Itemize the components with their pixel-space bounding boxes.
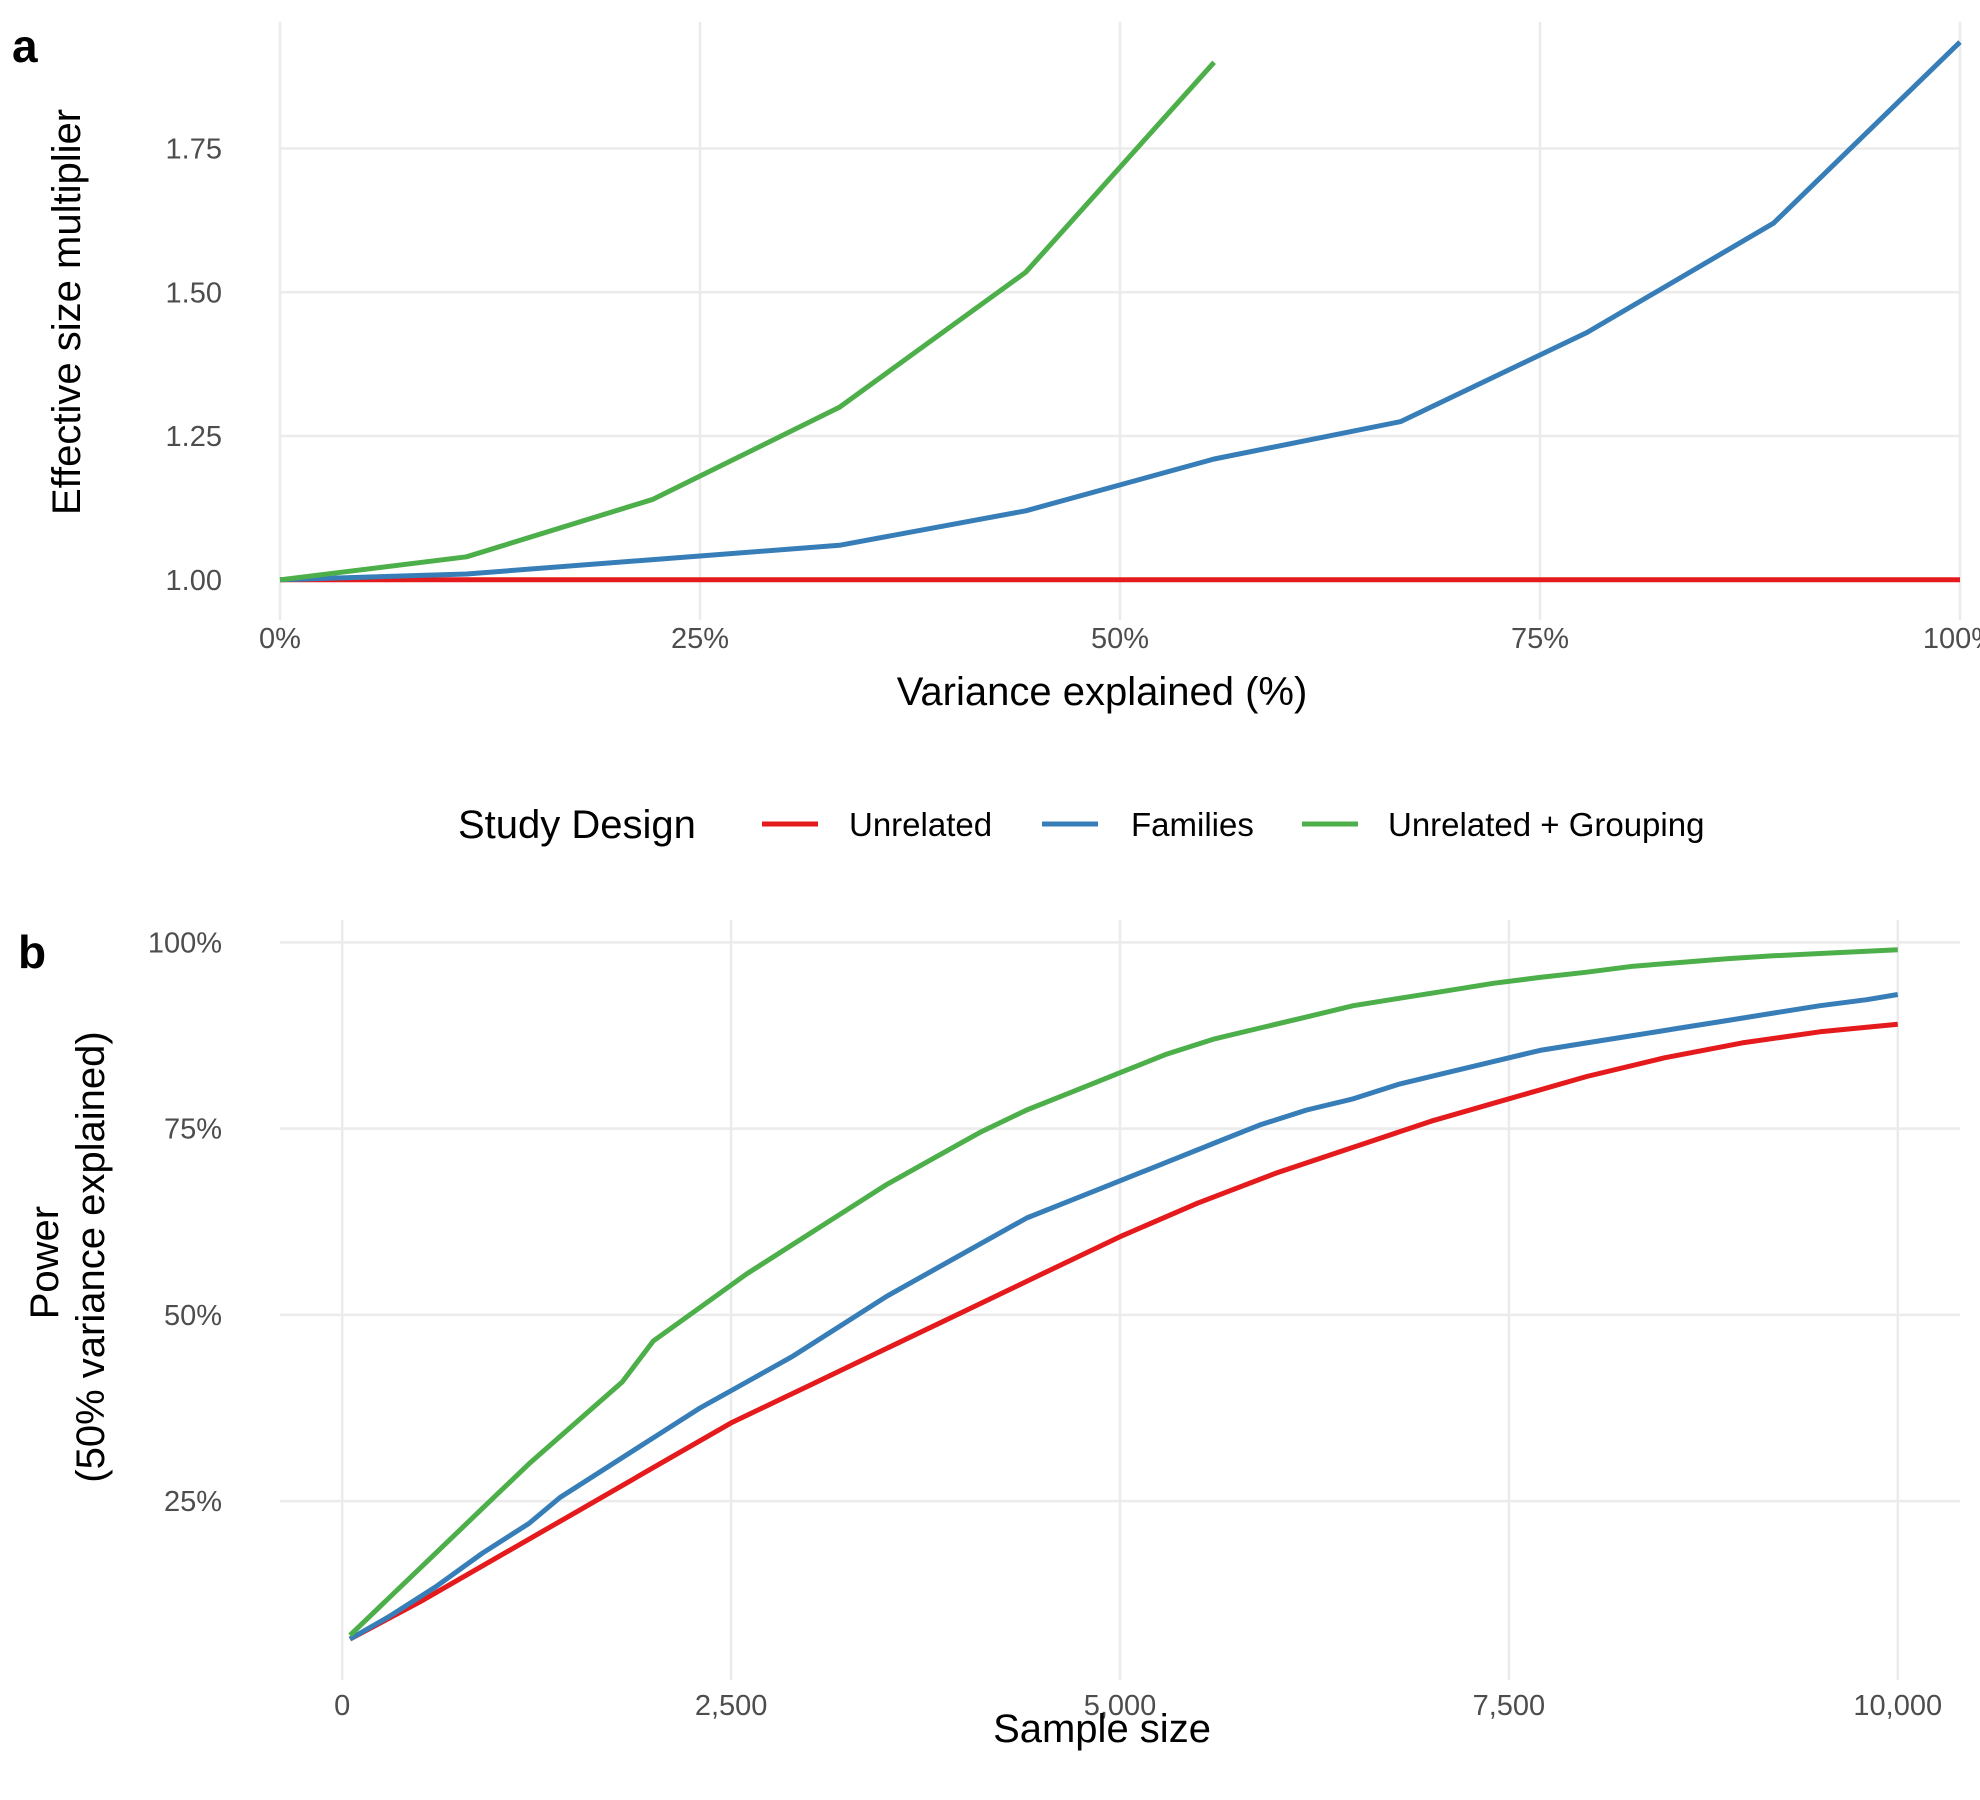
panel-a-label: a [12, 20, 38, 72]
panel-a-x-tick-label: 100% [1923, 623, 1980, 655]
panel-b-label: b [18, 926, 46, 978]
legend-label-unrelated: Unrelated [849, 806, 992, 843]
legend-entry-families: Families [1042, 806, 1254, 843]
panel-b-x-axis-title: Sample size [993, 1707, 1211, 1751]
panel-a-tick-labels: 0% 25% 50% 75% 100% 1.00 1.25 1.50 1.75 [166, 134, 1980, 656]
panel-a-y-tick-label: 1.75 [166, 134, 222, 166]
panel-a-grid [278, 22, 1962, 620]
panel-b-y-tick-label: 75% [164, 1114, 222, 1146]
legend-label-unrelated-grouping: Unrelated + Grouping [1388, 806, 1704, 843]
panel-b-y-axis-title-line-2: (50% variance explained) [69, 1031, 113, 1482]
panel-a-x-tick-label: 0% [259, 623, 301, 655]
legend-label-families: Families [1131, 806, 1254, 843]
panel-b-series-unrelated [348, 1021, 1899, 1642]
panel-a-y-tick-label: 1.50 [166, 277, 222, 309]
panel-b-y-axis-title-line-1: Power [23, 1206, 67, 1319]
panel-a-series-unrelated-grouping [279, 60, 1216, 583]
panel-b-grid [280, 920, 1960, 1680]
panel-a-x-tick-label: 25% [671, 623, 729, 655]
panel-b-tick-labels: 0 2,500 5,000 7,500 10,000 25% 50% 75% 100% [148, 927, 1942, 1722]
panel-a: a 0% 25% 50% 75% 100% 1.00 1.25 1.50 1.75 Varian… [12, 20, 1980, 714]
panel-b-y-axis-title: Power (50% variance explained) [23, 1031, 113, 1482]
panel-a-y-tick-label: 1.25 [166, 421, 222, 453]
panel-a-y-axis-title: Effective size multiplier [45, 109, 89, 515]
panel-b-y-tick-label: 100% [148, 927, 222, 959]
panel-b-series-unrelated-grouping [348, 947, 1898, 1638]
panel-b-x-tick-label: 2,500 [695, 1690, 768, 1722]
panel-a-series [279, 40, 1962, 583]
panel-a-x-tick-label: 50% [1091, 623, 1149, 655]
panel-b-x-tick-label: 0 [334, 1690, 350, 1722]
panel-b-x-tick-label: 7,500 [1473, 1690, 1546, 1722]
legend: Study Design Unrelated Families Unrelate… [458, 803, 1704, 847]
panel-a-y-tick-label: 1.00 [166, 565, 222, 597]
panel-b-series-families [348, 992, 1899, 1642]
panel-b: b 0 2,500 5,000 7,500 10,000 25% 50% 75% 100% Sa… [18, 920, 1960, 1751]
panel-a-series-families [279, 40, 1962, 583]
panel-b-y-tick-label: 50% [164, 1300, 222, 1332]
legend-entry-unrelated-grouping: Unrelated + Grouping [1302, 806, 1704, 843]
panel-a-x-axis-title: Variance explained (%) [897, 670, 1308, 714]
panel-b-x-tick-label: 5,000 [1084, 1690, 1157, 1722]
legend-entry-unrelated: Unrelated [762, 806, 992, 843]
panel-b-y-tick-label: 25% [164, 1486, 222, 1518]
panel-a-x-tick-label: 75% [1511, 623, 1569, 655]
panel-b-x-tick-label: 10,000 [1853, 1690, 1942, 1722]
legend-title: Study Design [458, 803, 696, 847]
panel-b-series [348, 947, 1899, 1642]
